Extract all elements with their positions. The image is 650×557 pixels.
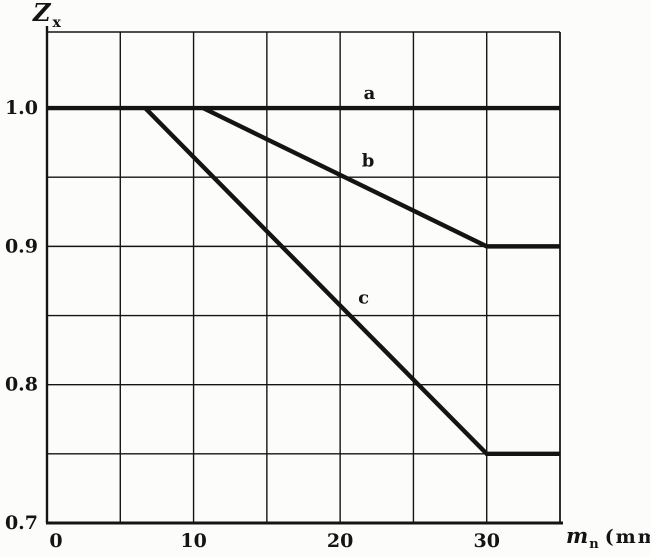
x-axis-title-unit: (mm): [604, 526, 650, 548]
series-line-b: [202, 106, 560, 249]
y-axis-title-sub: x: [52, 15, 61, 31]
x-tick-label: 0: [49, 530, 62, 552]
curve-label-a: a: [364, 83, 376, 104]
y-tick-label: 1.0: [5, 97, 38, 119]
curve-label-b: b: [362, 151, 375, 172]
x-tick-label: 10: [180, 530, 206, 552]
x-axis-title: mn (mm): [566, 523, 650, 552]
y-tick-label: 0.7: [5, 512, 38, 534]
y-tick-label: 0.8: [5, 374, 38, 396]
x-axis-title-sub: n: [589, 537, 599, 552]
x-tick-label: 20: [327, 530, 353, 552]
y-axis-title-main: Z: [33, 0, 51, 27]
x-axis-title-main: m: [566, 523, 589, 548]
x-tick-label: 30: [473, 530, 499, 552]
y-tick-label: 0.9: [5, 235, 38, 257]
curve-label-c: c: [358, 288, 369, 309]
series-line-c: [143, 106, 560, 457]
